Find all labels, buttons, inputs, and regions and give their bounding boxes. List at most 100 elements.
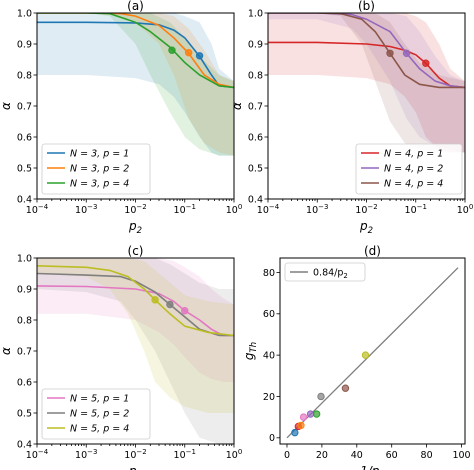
series-band-2 bbox=[268, 13, 465, 153]
y-tick-label: 0.6 bbox=[17, 132, 32, 143]
legend-label: N = 4, p = 2 bbox=[384, 163, 443, 174]
series-marker-2 bbox=[402, 49, 411, 57]
y-tick-label: 0.7 bbox=[17, 101, 32, 112]
y-tick-label: 0.5 bbox=[17, 408, 32, 419]
legend: 0.84/p2 bbox=[284, 262, 366, 282]
series-line-1 bbox=[268, 41, 465, 89]
y-tick-label: 0.9 bbox=[248, 39, 263, 50]
legend-label: N = 5, p = 1 bbox=[70, 393, 129, 404]
y-tick-label: 0.5 bbox=[17, 163, 32, 174]
legend-label: N = 5, p = 4 bbox=[70, 423, 129, 434]
series-band-3 bbox=[268, 13, 465, 153]
scatter-point-7 bbox=[317, 392, 325, 401]
series-marker-3 bbox=[168, 46, 176, 54]
y-tick-label: 0.7 bbox=[17, 346, 32, 357]
series-line-1 bbox=[37, 21, 234, 89]
x-tick-label: 10−4 bbox=[26, 448, 49, 461]
legend: N = 4, p = 1 N = 4, p = 2 N = 4, p = 4 bbox=[355, 143, 463, 195]
legend-box bbox=[41, 143, 151, 195]
legend-label: N = 5, p = 2 bbox=[70, 408, 129, 419]
x-tick-label: 100 bbox=[452, 450, 470, 461]
y-tick-label: 0.9 bbox=[17, 39, 32, 50]
y-tick-label: 0.4 bbox=[17, 439, 32, 450]
x-tick-label: 40 bbox=[351, 450, 363, 461]
series-marker-1 bbox=[422, 59, 430, 67]
x-tick-label: 10−1 bbox=[405, 203, 427, 216]
y-tick-label: 1.0 bbox=[248, 8, 263, 19]
y-axis-label: α bbox=[0, 347, 13, 355]
legend-box bbox=[284, 262, 366, 282]
x-tick-label: 10−4 bbox=[26, 203, 49, 216]
panel-3: (c) 0.4 0.5 0.6 0.7 0.8 0.9 1.0 10−4 10−3 10−2 10−1… bbox=[0, 244, 242, 470]
legend-box bbox=[41, 388, 151, 440]
y-tick-label: 0.8 bbox=[17, 70, 32, 81]
panel-title: (b) bbox=[358, 0, 375, 13]
y-tick-label: 40 bbox=[263, 350, 275, 361]
plot-area bbox=[286, 267, 459, 439]
panel-4: (d) 0 20 40 60 80 0 20 40 60 80 100 1/p2 gTh 0.84/p2 bbox=[242, 244, 471, 470]
series-band-1 bbox=[37, 258, 234, 382]
x-tick-label: 10−2 bbox=[124, 448, 146, 461]
x-tick-label: 10−3 bbox=[75, 203, 97, 216]
x-tick-label: 10−2 bbox=[124, 203, 146, 216]
legend-label: N = 3, p = 4 bbox=[70, 178, 129, 189]
x-tick-label: 60 bbox=[386, 450, 398, 461]
scatter-point-6 bbox=[312, 410, 321, 418]
y-tick-label: 60 bbox=[263, 309, 275, 320]
legend-label: N = 4, p = 4 bbox=[384, 178, 443, 189]
y-tick-label: 1.0 bbox=[17, 8, 32, 19]
plot-area bbox=[37, 258, 234, 444]
x-tick-label: 100 bbox=[226, 203, 243, 216]
panel-title: (a) bbox=[127, 0, 144, 13]
x-tick-label: 20 bbox=[316, 450, 328, 461]
plot-area bbox=[37, 13, 234, 156]
scatter-point-1 bbox=[291, 428, 299, 437]
legend-label: 0.84/p2 bbox=[313, 267, 348, 280]
series-marker-3 bbox=[151, 296, 159, 304]
series-band-1 bbox=[268, 13, 465, 153]
x-axis-label: p2 bbox=[128, 219, 142, 236]
x-tick-label: 10−2 bbox=[355, 203, 377, 216]
scatter-point-5 bbox=[306, 410, 315, 418]
series-marker-1 bbox=[195, 52, 204, 60]
x-tick-label: 10−1 bbox=[174, 203, 196, 216]
y-tick-label: 0.8 bbox=[248, 70, 263, 81]
scatter-point-8 bbox=[341, 384, 350, 392]
series-band-3 bbox=[37, 258, 234, 413]
x-axis-label: p2 bbox=[359, 219, 373, 236]
x-tick-label: 10−1 bbox=[174, 448, 196, 461]
x-tick-label: 100 bbox=[226, 448, 243, 461]
series-marker-2 bbox=[184, 48, 193, 57]
fit-line bbox=[286, 267, 459, 439]
legend-label: N = 3, p = 1 bbox=[70, 148, 129, 159]
scatter-point-4 bbox=[299, 413, 308, 421]
y-tick-label: 0.4 bbox=[248, 194, 263, 205]
x-tick-label: 100 bbox=[457, 203, 474, 216]
y-tick-label: 1.0 bbox=[17, 253, 32, 264]
panel-title: (c) bbox=[128, 244, 144, 258]
y-axis-label: α bbox=[0, 102, 13, 110]
x-tick-label: 0 bbox=[284, 450, 290, 461]
scatter-point-3 bbox=[297, 421, 305, 430]
x-axis-label: 1/p2 bbox=[360, 464, 385, 470]
y-axis-label: gTh bbox=[242, 342, 259, 360]
y-tick-label: 0.8 bbox=[17, 315, 32, 326]
legend-box bbox=[355, 143, 463, 195]
series-line-3 bbox=[37, 265, 234, 337]
plot-area bbox=[268, 13, 465, 153]
legend: N = 5, p = 1 N = 5, p = 2 N = 5, p = 4 bbox=[41, 388, 151, 440]
y-tick-label: 0.4 bbox=[17, 194, 32, 205]
x-tick-label: 10−3 bbox=[306, 203, 328, 216]
legend-label: N = 4, p = 1 bbox=[384, 148, 443, 159]
x-tick-label: 10−3 bbox=[75, 448, 97, 461]
scatter-point-9 bbox=[361, 351, 370, 359]
y-tick-label: 80 bbox=[263, 268, 275, 279]
axes-frame bbox=[279, 257, 466, 445]
y-tick-label: 0.6 bbox=[17, 377, 32, 388]
y-axis-label: α bbox=[230, 102, 244, 110]
series-marker-2 bbox=[166, 300, 174, 309]
x-axis-label: p2 bbox=[128, 464, 142, 470]
legend: N = 3, p = 1 N = 3, p = 2 N = 3, p = 4 bbox=[41, 143, 151, 195]
y-tick-label: 20 bbox=[263, 392, 275, 403]
